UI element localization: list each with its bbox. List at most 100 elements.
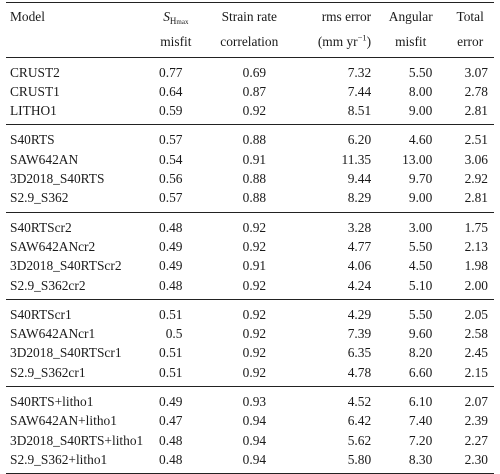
header-model: Model — [6, 2, 148, 33]
cell-sh-misfit: 0.56 — [159, 171, 183, 187]
cell-strain-correlation: 0.92 — [242, 219, 267, 235]
cell-model: 3D2018_S40RTS — [10, 171, 105, 187]
table-row: S40RTScr1 0.51 0.92 4.29 5.50 2.05 — [6, 299, 494, 324]
cell-rms-error: 4.06 — [347, 258, 372, 274]
cell-total-error: 3.06 — [464, 151, 488, 167]
cell-model: 3D2018_S40RTScr2 — [10, 258, 122, 274]
cell-strain-correlation: 0.88 — [242, 132, 267, 148]
cell-total-error: 2.05 — [464, 306, 488, 322]
cell-strain-correlation: 0.88 — [242, 171, 267, 187]
cell-rms-error: 5.80 — [347, 451, 372, 467]
table-row: S40RTS 0.57 0.88 6.20 4.60 2.51 — [6, 125, 494, 150]
row-group: S40RTScr2 0.48 0.92 3.28 3.00 1.75 SAW642ANcr2… — [6, 212, 494, 300]
cell-total-error: 2.15 — [464, 364, 488, 380]
cell-angular-misfit: 8.20 — [408, 345, 433, 361]
rms-units-sup: −1 — [357, 32, 367, 43]
cell-total-error: 2.81 — [464, 190, 488, 206]
cell-total-error: 1.75 — [464, 219, 488, 235]
cell-total-error: 2.39 — [464, 413, 488, 429]
cell-model: LITHO1 — [10, 103, 57, 119]
header-sh-max: SHmax — [147, 2, 205, 33]
cell-sh-misfit: 0.51 — [159, 364, 183, 380]
table-header: Model SHmax Strain rate rms error Angula… — [6, 2, 494, 58]
cell-rms-error: 11.35 — [341, 151, 372, 167]
cell-model: S40RTScr1 — [10, 306, 72, 322]
cell-angular-misfit: 4.60 — [408, 132, 433, 148]
cell-strain-correlation: 0.94 — [242, 432, 267, 448]
cell-strain-correlation: 0.87 — [242, 83, 267, 99]
cell-total-error: 2.51 — [464, 132, 488, 148]
table-row: S2.9_S362cr2 0.48 0.92 4.24 5.10 2.00 — [6, 276, 494, 300]
cell-rms-error: 7.32 — [347, 64, 372, 80]
cell-sh-misfit: 0.5 — [165, 326, 183, 342]
cell-model: SAW642ANcr1 — [10, 326, 96, 342]
cell-strain-correlation: 0.91 — [242, 151, 267, 167]
cell-strain-correlation: 0.92 — [242, 277, 267, 293]
rms-units-post: ) — [366, 34, 372, 50]
cell-angular-misfit: 6.60 — [408, 364, 433, 380]
header-total: Total — [446, 2, 494, 33]
cell-rms-error: 5.62 — [347, 432, 372, 448]
cell-model: S2.9_S362cr2 — [10, 277, 86, 293]
cell-sh-misfit: 0.54 — [159, 151, 183, 167]
cell-angular-misfit: 8.30 — [408, 451, 433, 467]
cell-strain-correlation: 0.92 — [242, 364, 267, 380]
cell-angular-misfit: 13.00 — [402, 151, 433, 167]
results-table: Model SHmax Strain rate rms error Angula… — [6, 2, 494, 474]
header-angular: Angular — [375, 2, 447, 33]
row-group: S40RTScr1 0.51 0.92 4.29 5.50 2.05 SAW642ANcr1… — [6, 299, 494, 387]
table-row: S40RTScr2 0.48 0.92 3.28 3.00 1.75 — [6, 212, 494, 237]
cell-sh-misfit: 0.48 — [159, 432, 183, 448]
table-row: SAW642AN 0.54 0.91 11.35 13.00 3.06 — [6, 150, 494, 169]
cell-angular-misfit: 5.10 — [408, 277, 433, 293]
cell-rms-error: 4.29 — [347, 306, 372, 322]
table-row: S2.9_S362+litho1 0.48 0.94 5.80 8.30 2.30 — [6, 450, 494, 474]
table-row: SAW642ANcr1 0.5 0.92 7.39 9.60 2.58 — [6, 324, 494, 343]
row-group: S40RTS+litho1 0.49 0.93 4.52 6.10 2.07 SAW642A… — [6, 387, 494, 474]
cell-rms-error: 4.77 — [347, 238, 372, 254]
cell-total-error: 2.07 — [464, 394, 488, 410]
cell-model: S2.9_S362 — [10, 190, 69, 206]
cell-rms-error: 4.78 — [347, 364, 372, 380]
cell-angular-misfit: 5.50 — [408, 306, 433, 322]
table-row: 3D2018_S40RTS 0.56 0.88 9.44 9.70 2.92 — [6, 169, 494, 188]
cell-model: CRUST2 — [10, 64, 60, 80]
cell-sh-misfit: 0.57 — [159, 190, 183, 206]
cell-total-error: 2.30 — [464, 451, 488, 467]
header-sh-misfit: misfit — [147, 32, 205, 58]
cell-sh-misfit: 0.64 — [159, 83, 183, 99]
cell-strain-correlation: 0.88 — [242, 190, 267, 206]
table-row: 3D2018_S40RTS+litho1 0.48 0.94 5.62 7.20 2.27 — [6, 431, 494, 450]
cell-rms-error: 4.52 — [347, 394, 372, 410]
cell-sh-misfit: 0.49 — [159, 238, 183, 254]
sh-sub-h: H — [169, 16, 177, 26]
cell-rms-error: 3.28 — [347, 219, 372, 235]
cell-strain-correlation: 0.92 — [242, 238, 267, 254]
cell-angular-misfit: 5.50 — [408, 238, 433, 254]
cell-angular-misfit: 3.00 — [408, 219, 433, 235]
cell-rms-error: 8.29 — [347, 190, 372, 206]
header-angular-misfit: misfit — [375, 32, 447, 58]
table-row: LITHO1 0.59 0.92 8.51 9.00 2.81 — [6, 101, 494, 125]
cell-total-error: 2.78 — [464, 83, 488, 99]
cell-total-error: 2.27 — [464, 432, 488, 448]
header-correlation: correlation — [204, 32, 295, 58]
table-row: S2.9_S362 0.57 0.88 8.29 9.00 2.81 — [6, 188, 494, 212]
cell-sh-misfit: 0.57 — [159, 132, 183, 148]
page: Model SHmax Strain rate rms error Angula… — [6, 2, 494, 474]
table-row: S2.9_S362cr1 0.51 0.92 4.78 6.60 2.15 — [6, 363, 494, 387]
cell-angular-misfit: 4.50 — [408, 258, 433, 274]
cell-total-error: 1.98 — [464, 258, 488, 274]
table-row: SAW642AN+litho1 0.47 0.94 6.42 7.40 2.39 — [6, 411, 494, 430]
cell-sh-misfit: 0.51 — [159, 306, 183, 322]
cell-angular-misfit: 6.10 — [408, 394, 433, 410]
header-row-2: misfit correlation (mm yr−1) misfit erro… — [6, 32, 494, 58]
cell-strain-correlation: 0.94 — [242, 413, 267, 429]
header-model-blank — [6, 32, 148, 58]
cell-total-error: 2.58 — [464, 326, 488, 342]
cell-strain-correlation: 0.92 — [242, 306, 267, 322]
cell-angular-misfit: 8.00 — [408, 83, 433, 99]
cell-angular-misfit: 9.70 — [408, 171, 433, 187]
cell-total-error: 3.07 — [464, 64, 488, 80]
cell-model: 3D2018_S40RTScr1 — [10, 345, 122, 361]
